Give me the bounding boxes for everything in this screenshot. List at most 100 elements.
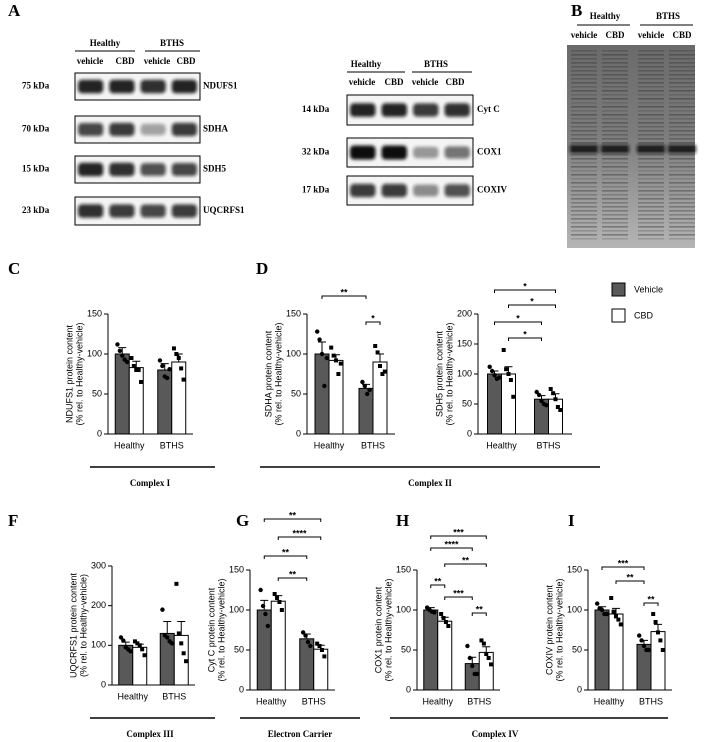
data-point (303, 633, 308, 638)
data-point (315, 641, 320, 646)
gel-stripe (571, 86, 597, 88)
blot-band (444, 103, 470, 117)
data-point (135, 641, 140, 646)
gel-stripe (638, 134, 664, 136)
significance-label: ** (647, 594, 655, 604)
data-point (639, 638, 644, 643)
gel-stripe (602, 138, 628, 140)
data-point (322, 654, 327, 659)
data-point (121, 638, 126, 643)
significance-label: ** (434, 576, 442, 586)
blot-size-label: 23 kDa (22, 205, 50, 215)
data-point (484, 652, 489, 656)
gel-stripe (571, 214, 597, 216)
blot-band (350, 183, 376, 198)
gel-stripe (638, 238, 664, 240)
error-bar (160, 363, 169, 370)
gel-stripe (571, 222, 597, 224)
gel-stripe (571, 158, 597, 160)
x-tick-label: Healthy (422, 696, 453, 706)
significance-label: **** (292, 528, 307, 538)
gel-stripe (571, 62, 597, 64)
gel-stripe (669, 158, 695, 160)
panel-letter: I (568, 511, 575, 530)
gel-stripe (669, 202, 695, 204)
gel-band (601, 145, 629, 153)
data-point (128, 649, 133, 654)
bar (114, 353, 130, 435)
data-point (331, 353, 336, 358)
blot-group-label: Healthy (590, 11, 621, 21)
blot-group-label: BTHS (424, 59, 448, 69)
gel-stripe (669, 106, 695, 108)
data-point (487, 364, 492, 369)
gel-stripe (602, 206, 628, 208)
gel-stripe (571, 134, 597, 136)
gel-stripe (602, 170, 628, 172)
x-tick-label: Healthy (114, 440, 145, 450)
blot-band (78, 123, 104, 136)
gel-stripe (602, 142, 628, 144)
panel-letter: A (8, 1, 21, 20)
gel-stripe (638, 54, 664, 56)
blot-band (413, 184, 439, 197)
data-point (641, 643, 647, 649)
data-point (497, 375, 502, 380)
gel-stripe (669, 230, 695, 232)
gel-stripe (669, 234, 695, 236)
gel-stripe (602, 178, 628, 180)
y-tick-label: 100 (457, 368, 472, 378)
gel-stripe (669, 238, 695, 240)
blot-band (350, 145, 376, 160)
significance-bracket (615, 580, 645, 584)
data-point (382, 369, 387, 374)
y-tick-label: 100 (87, 348, 102, 358)
data-point (334, 358, 338, 363)
gel-stripe (638, 202, 664, 204)
y-tick-label: 50 (92, 388, 102, 398)
data-point (599, 607, 605, 613)
bar (478, 651, 494, 691)
gel-stripe (638, 166, 664, 168)
gel-stripe (571, 206, 597, 208)
group-label: Complex I (130, 478, 171, 488)
gel-stripe (669, 166, 695, 168)
significance-label: ** (289, 510, 297, 520)
blot-band (444, 146, 470, 159)
gel-stripe (638, 142, 664, 144)
gel-stripe (638, 78, 664, 80)
gel-stripe (571, 130, 597, 132)
gel-stripe (669, 178, 695, 180)
gel-stripe (669, 98, 695, 100)
y-tick-label: 100 (229, 604, 244, 614)
significance-label: *** (618, 558, 629, 568)
data-point (115, 342, 120, 347)
gel-stripe (669, 70, 695, 72)
gel-stripe (602, 62, 628, 64)
significance-bracket (471, 612, 487, 616)
gel-stripe (602, 50, 628, 52)
y-axis-label: (% rel. to Healthy-vehicle) (74, 322, 84, 425)
y-axis-label: COX1 protein content (373, 586, 383, 673)
data-point (174, 581, 179, 586)
gel-stripe (669, 190, 695, 192)
gel-stripe (602, 238, 628, 240)
data-point (367, 387, 372, 393)
gel-stripe (571, 70, 597, 72)
significance-bracket (277, 536, 322, 540)
x-tick-label: Healthy (594, 696, 625, 706)
group-label: Complex III (126, 729, 174, 739)
gel-stripe (638, 230, 664, 232)
blot-protein-label: NDUFS1 (203, 81, 238, 91)
blot-size-label: 75 kDa (22, 81, 50, 91)
gel-stripe (571, 218, 597, 220)
gel-stripe (602, 86, 628, 88)
data-point (308, 643, 313, 649)
gel-stripe (638, 182, 664, 184)
gel-stripe (571, 162, 597, 164)
y-axis-label: SDH5 protein content (434, 330, 444, 417)
gel-stripe (669, 50, 695, 52)
blot-band (140, 204, 166, 218)
x-tick-label: BTHS (639, 696, 663, 706)
gel-stripe (669, 122, 695, 124)
